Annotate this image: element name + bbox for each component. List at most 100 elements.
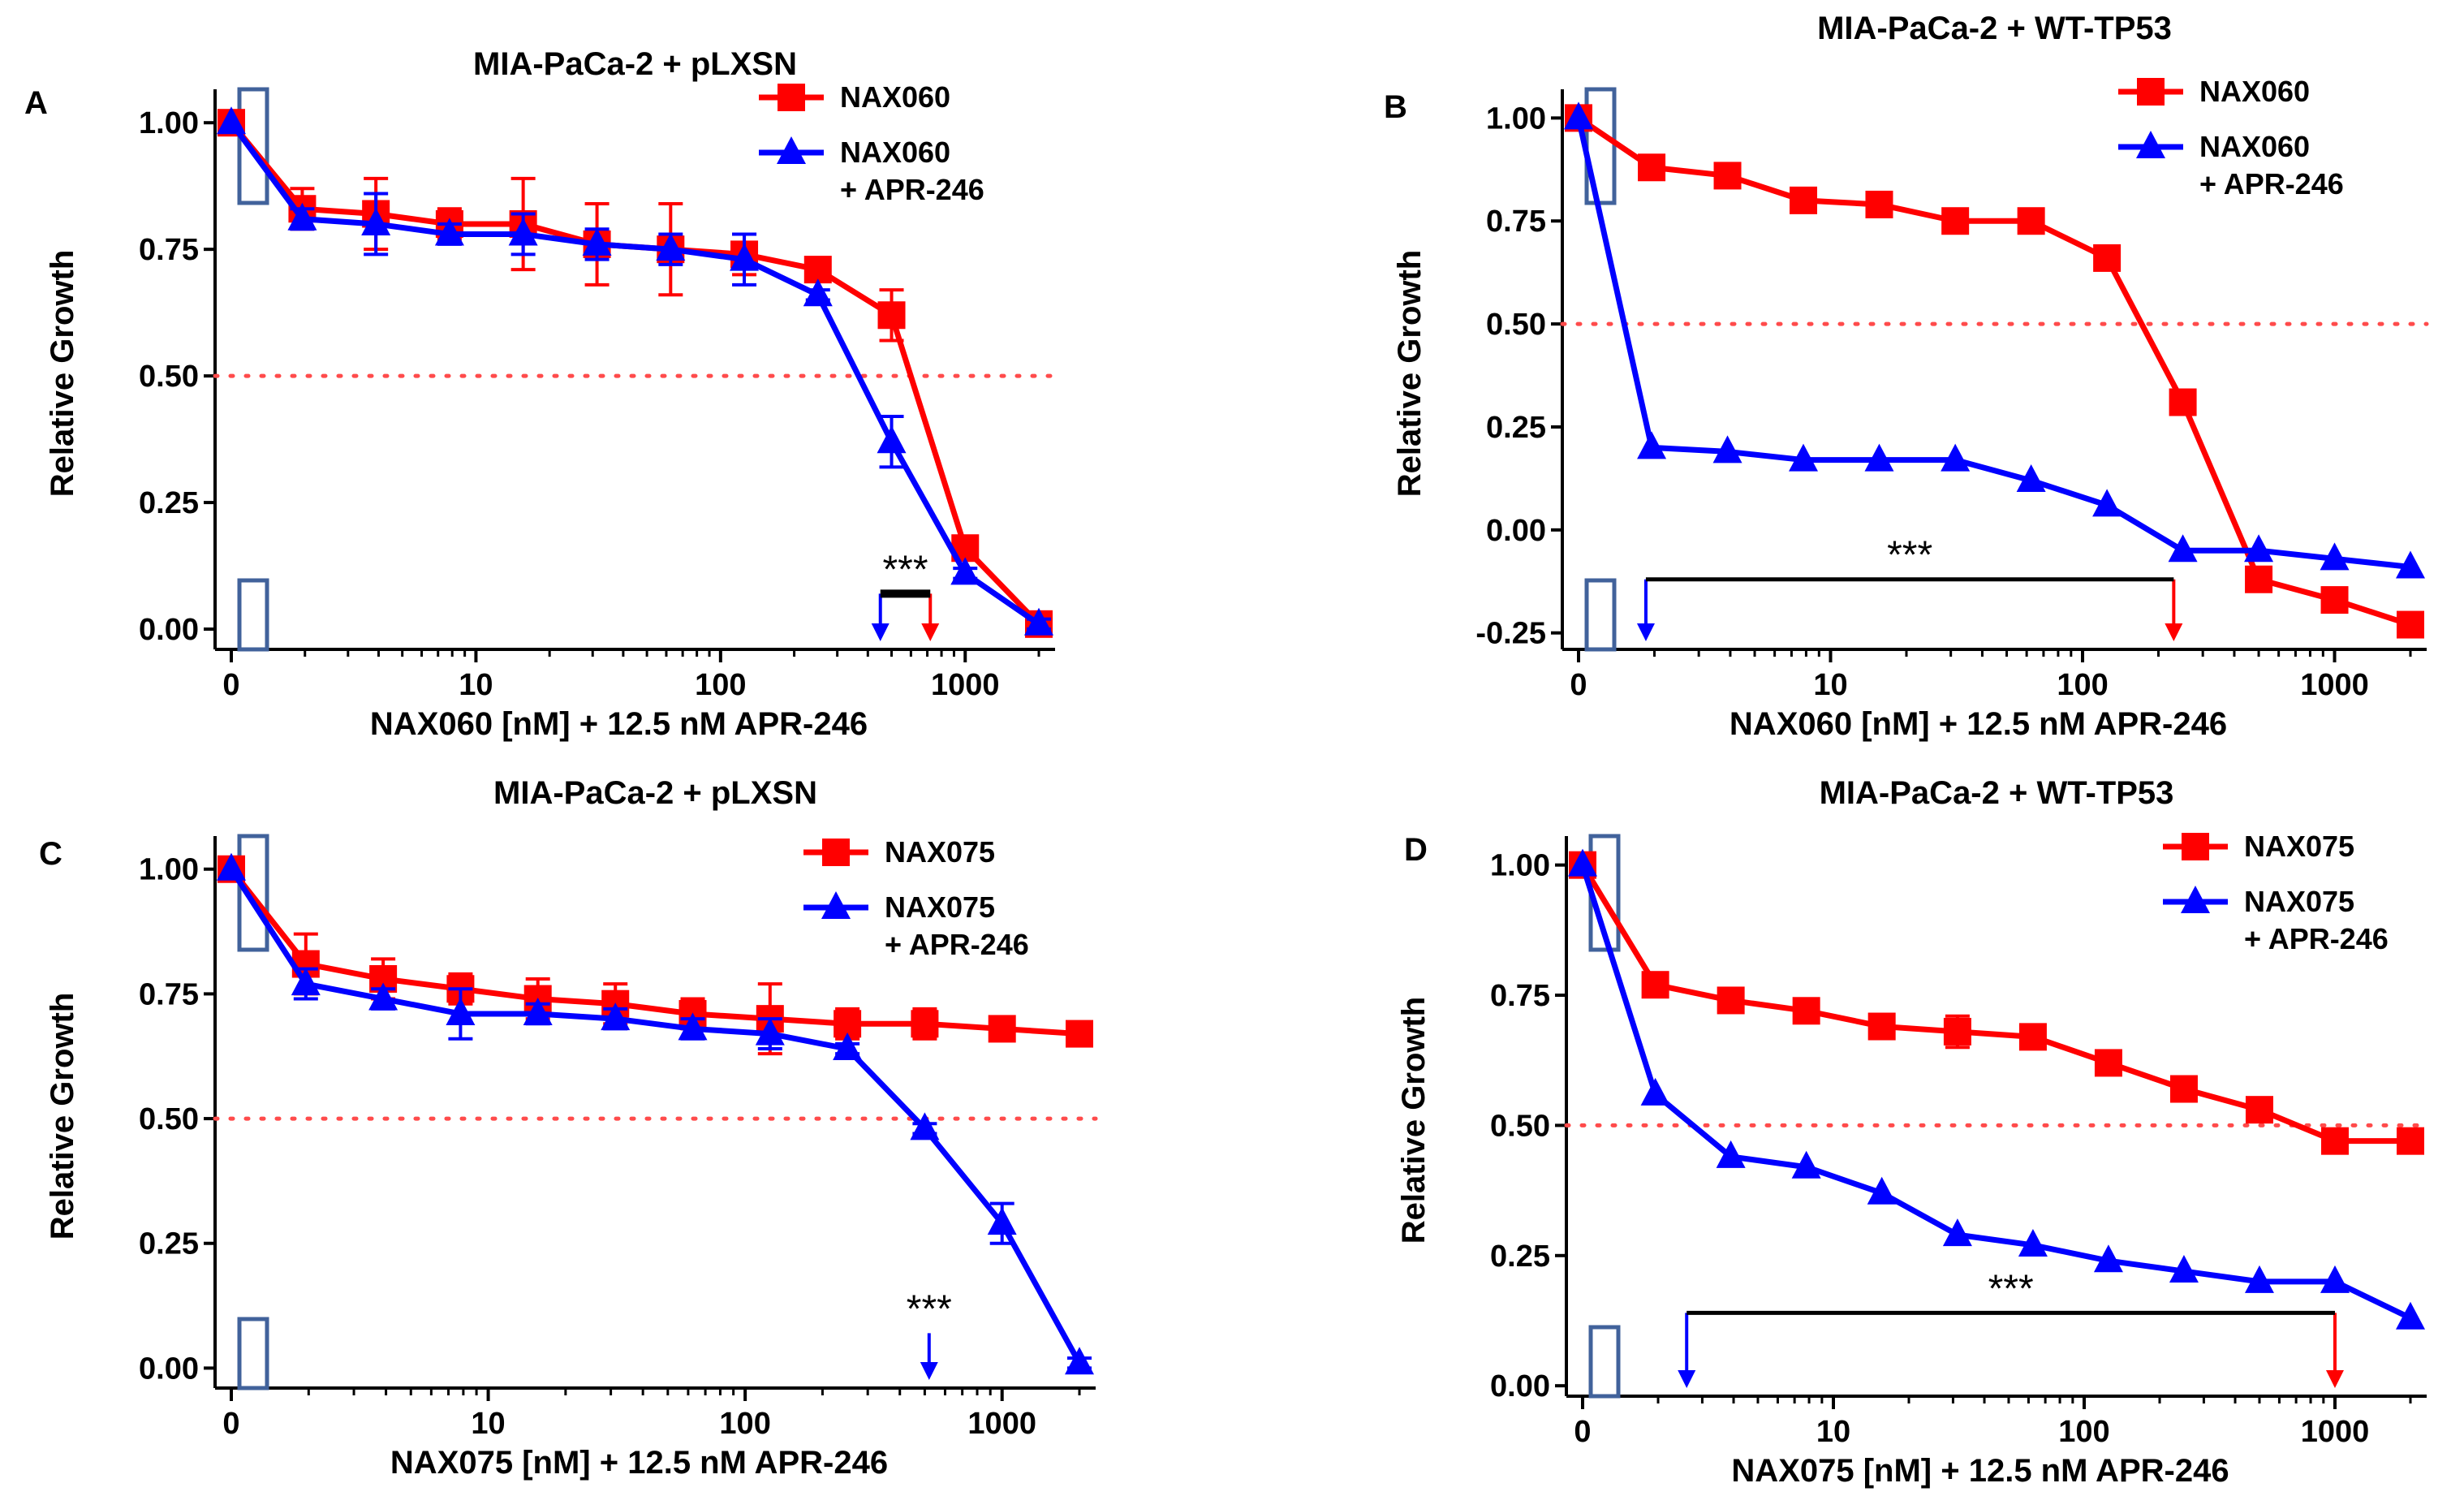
series-drug-apr246-point: [987, 1207, 1017, 1235]
ic50-arrow-head: [2165, 623, 2183, 641]
series-drug-point: [1638, 153, 1666, 182]
series-drug-point: [2169, 1075, 2198, 1103]
ic50-arrow-head: [1678, 1370, 1696, 1388]
series-drug-apr246-line: [1575, 117, 2411, 570]
series-drug-apr246-point: [2018, 1228, 2048, 1257]
y-tick-label: 0.00: [139, 613, 199, 647]
x-tick-label: 0: [222, 668, 239, 702]
series-drug-apr246-point: [1941, 443, 1971, 472]
series-drug-point: [877, 301, 906, 330]
series-drug-point: [2245, 1096, 2273, 1124]
legend-marker-triangle: [777, 136, 806, 164]
x-tick-label: 0: [1574, 1415, 1591, 1449]
series-drug-apr246-point: [1568, 848, 1597, 877]
panel-letter: D: [1404, 832, 1428, 868]
series-drug-point: [911, 1010, 939, 1038]
legend-marker-square: [2137, 78, 2165, 106]
series-drug-point: [1792, 997, 1820, 1025]
panel-a: MIA-PaCa-2 + pLXSN A 0.00 0.25 0.50 0.75 1.00 0…: [24, 46, 1058, 742]
x-tick-label: 100: [719, 1407, 770, 1441]
series-drug-point: [2169, 388, 2197, 416]
series-drug-apr246-point: [2016, 463, 2046, 492]
series-drug-apr246-point: [2169, 1255, 2199, 1283]
y-tick-label: 0.25: [139, 1227, 199, 1261]
series-drug-apr246-point: [1564, 101, 1593, 130]
series-drug-apr246-point: [291, 968, 321, 996]
x-axis-title: NAX075 [nM] + 12.5 nM APR-246: [390, 1445, 888, 1481]
series-drug-apr246-point: [1789, 443, 1819, 472]
legend-marker-square: [2182, 833, 2209, 860]
legend-label-combo-suffix: + APR-246: [840, 173, 984, 206]
series-drug-point: [1941, 207, 1970, 235]
series-drug-apr246-point: [287, 202, 317, 231]
y-tick-label: 0.75: [1486, 205, 1546, 239]
series-drug-point: [1066, 1020, 1093, 1048]
significance-stars: ***: [882, 548, 928, 591]
panel-title: MIA-PaCa-2 + pLXSN: [493, 775, 817, 811]
series-drug-apr246-point: [2396, 550, 2425, 579]
series-drug-apr246-line: [1579, 864, 2412, 1321]
x-tick-label: 0: [1570, 668, 1587, 702]
y-tick-label: 0.25: [1486, 411, 1546, 445]
legend-marker-triangle: [821, 891, 851, 919]
x-tick-label: 1000: [2301, 1415, 2370, 1449]
series-drug-apr246-point: [803, 278, 833, 307]
y-tick-label: 0.25: [139, 486, 199, 520]
panel-d: MIA-PaCa-2 + WT-TP53 D 0.00 0.25 0.50 0.75 1.0…: [1396, 775, 2429, 1489]
y-axis-title: Relative Growth: [45, 250, 80, 498]
series-drug-apr246-point: [2320, 542, 2350, 571]
series-drug-point: [1790, 186, 1818, 214]
legend-label-combo: NAX060: [2199, 130, 2310, 163]
series-drug-apr246-point: [656, 233, 686, 261]
series-drug-apr246-point: [2093, 1244, 2123, 1273]
legend-marker-square: [822, 839, 850, 866]
series-drug-apr246-point: [730, 243, 760, 271]
y-tick-label: 0.00: [1486, 514, 1546, 548]
legend-label-combo: NAX075: [2244, 885, 2354, 918]
legend-label-combo-suffix: + APR-246: [2244, 922, 2389, 955]
series-drug-point: [1867, 1012, 1896, 1041]
series-drug-apr246-point: [2244, 534, 2274, 563]
series-drug-apr246-point: [678, 1012, 708, 1041]
y-tick-label: 0.00: [139, 1352, 199, 1386]
ic50-arrow-head: [1636, 623, 1655, 641]
ic50-arrow-head: [871, 623, 890, 641]
y-tick-label: 1.00: [139, 106, 199, 140]
x-axis-title: NAX075 [nM] + 12.5 nM APR-246: [1731, 1453, 2229, 1489]
panel-letter: B: [1384, 89, 1407, 125]
highlight-box-bottom: [237, 578, 269, 652]
panel-b: MIA-PaCa-2 + WT-TP53 B -0.25 0.00 0.25 0.50 0.…: [1384, 11, 2429, 742]
panel-letter: A: [24, 85, 48, 121]
highlight-box-bottom: [1588, 1325, 1621, 1399]
series-drug-apr246-point: [1712, 435, 1742, 463]
series-drug-point: [1713, 162, 1742, 190]
series-drug-apr246-point: [523, 997, 553, 1025]
x-axis-title: NAX060 [nM] + 12.5 nM APR-246: [370, 706, 868, 742]
series-drug-apr246-point: [1716, 1140, 1746, 1168]
series-drug-apr246-point: [2168, 534, 2198, 563]
series-drug-point: [2397, 1127, 2424, 1155]
panel-title: MIA-PaCa-2 + WT-TP53: [1820, 775, 2174, 811]
significance-stars: ***: [907, 1287, 952, 1330]
series-drug-apr246-point: [508, 218, 538, 246]
series-drug-apr246-point: [582, 227, 612, 256]
series-drug-point: [1641, 971, 1669, 999]
series-drug-apr246-line: [229, 121, 1040, 627]
series-drug-apr246-point: [910, 1112, 940, 1140]
x-tick-label: 100: [695, 668, 746, 702]
series-drug-point: [2245, 565, 2273, 593]
highlight-box-bottom: [1584, 578, 1617, 652]
significance-stars: ***: [1988, 1267, 2034, 1310]
x-tick-label: 10: [1816, 1415, 1850, 1449]
series-drug-apr246-point: [950, 557, 980, 585]
panel-letter: C: [39, 836, 62, 872]
series-drug-point: [1943, 1017, 1971, 1046]
y-tick-label: -0.25: [1475, 617, 1546, 651]
series-drug-apr246-point: [877, 425, 907, 454]
series-drug-apr246-point: [434, 218, 464, 246]
series-drug-apr246-point: [1867, 1176, 1897, 1205]
legend-label-drug: NAX075: [885, 835, 995, 869]
legend-label-drug: NAX060: [840, 80, 950, 114]
y-tick-label: 1.00: [1486, 101, 1546, 136]
